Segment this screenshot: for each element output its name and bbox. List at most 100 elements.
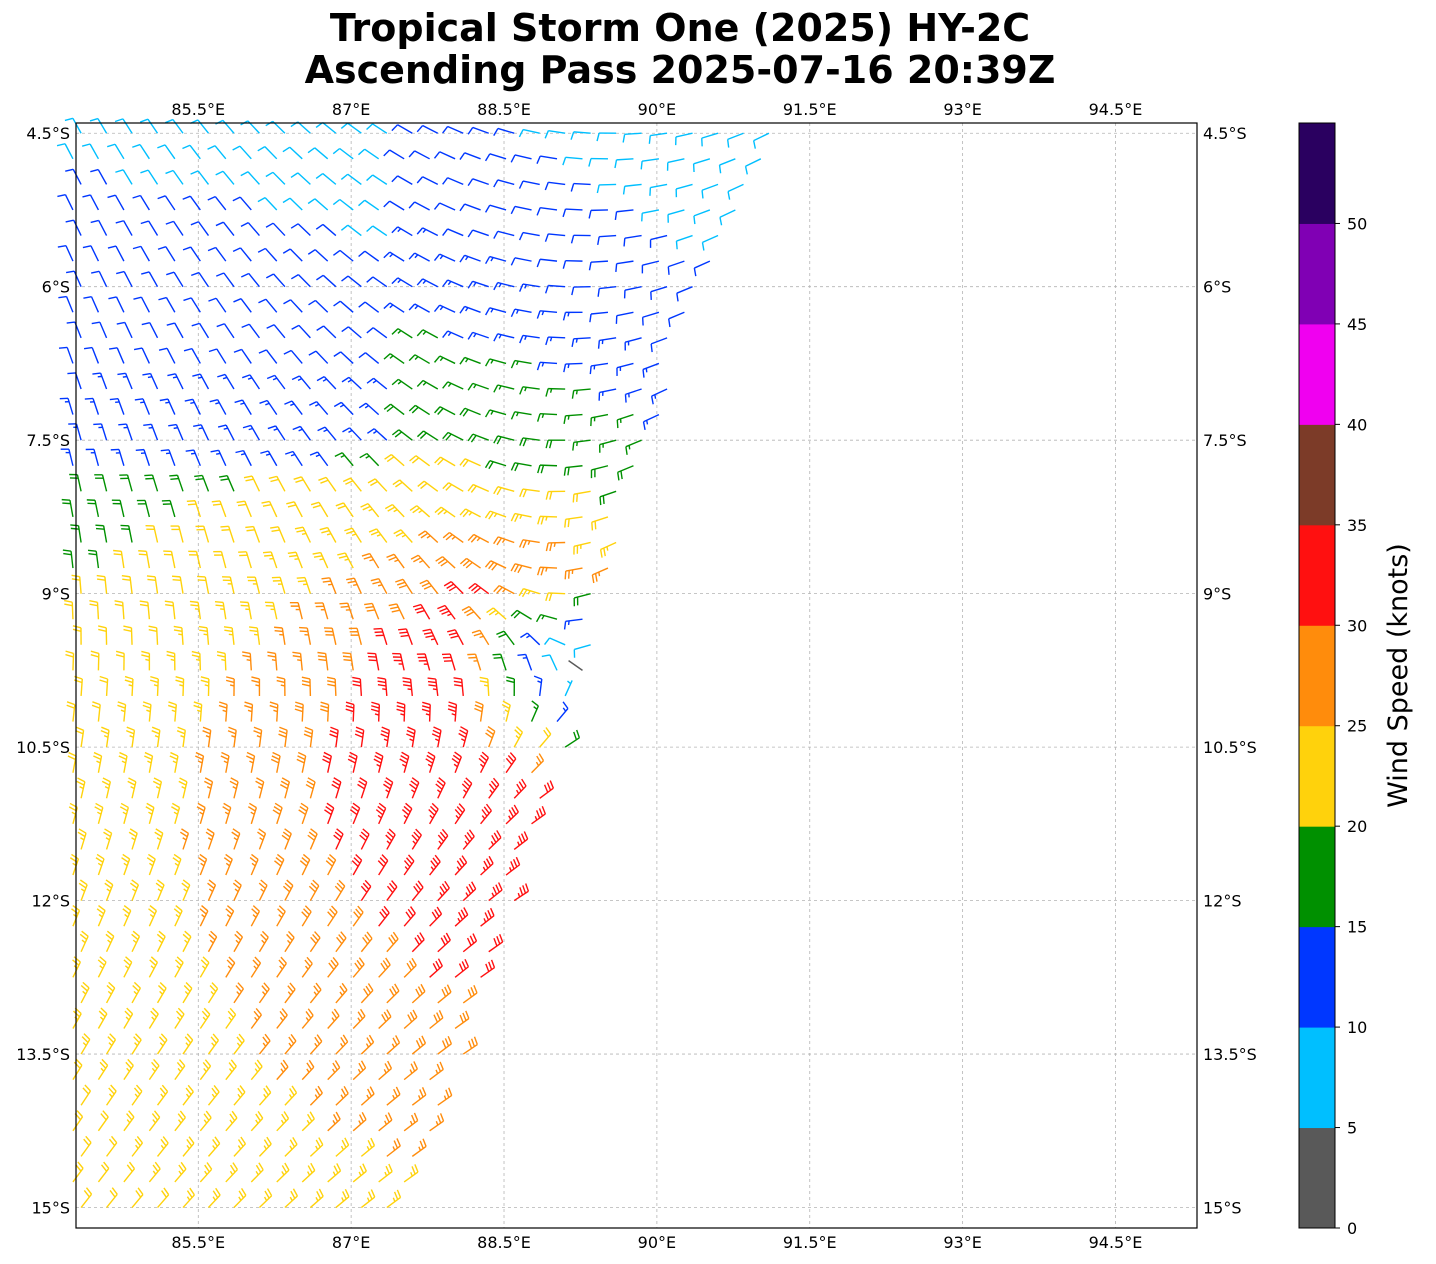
wind-barb xyxy=(59,397,74,415)
wind-barb xyxy=(58,295,74,313)
wind-barb xyxy=(121,853,131,876)
wind-barb xyxy=(572,439,591,451)
wind-barb xyxy=(96,574,108,594)
wind-barb xyxy=(182,195,201,211)
wind-barb xyxy=(156,1084,169,1106)
wind-barb xyxy=(182,144,201,160)
wind-barb xyxy=(383,403,405,416)
wind-barb xyxy=(667,209,685,223)
wind-barb xyxy=(83,346,100,364)
lat-tick-label-left: 10.5°S xyxy=(16,738,70,757)
wind-barb xyxy=(194,474,210,492)
wind-barb xyxy=(384,503,405,518)
wind-barb xyxy=(531,753,545,774)
wind-barb xyxy=(447,629,464,646)
wind-barb xyxy=(123,956,133,978)
wind-barb xyxy=(240,171,260,185)
wind-barb xyxy=(403,906,416,927)
wind-barb xyxy=(152,777,163,799)
wind-barb xyxy=(284,450,303,467)
wind-barb xyxy=(408,252,430,262)
wind-barb xyxy=(167,701,177,722)
wind-barb xyxy=(459,305,481,314)
wind-barb xyxy=(536,310,558,319)
wind-barb xyxy=(217,373,235,390)
wind-barb xyxy=(233,298,252,313)
wind-barb xyxy=(333,401,354,416)
colorbar-bin xyxy=(1299,223,1335,325)
wind-barb xyxy=(332,249,354,262)
colorbar-tick-label: 0 xyxy=(1347,1219,1357,1238)
wind-barb xyxy=(272,802,283,825)
wind-barb xyxy=(411,1087,427,1106)
map-gridlines xyxy=(76,123,1197,1228)
wind-barb xyxy=(373,751,384,773)
wind-barb xyxy=(485,725,496,748)
wind-barb xyxy=(429,906,443,927)
wind-barb xyxy=(323,627,337,645)
wind-barb xyxy=(386,1035,401,1055)
lon-tick-label-top: 88.5°E xyxy=(477,100,531,119)
wind-barb xyxy=(411,1138,427,1157)
wind-barb xyxy=(467,178,489,187)
wind-barb xyxy=(133,347,151,364)
wind-barb xyxy=(599,541,617,558)
wind-barb xyxy=(333,828,344,850)
wind-barb xyxy=(94,474,108,492)
wind-barb xyxy=(467,126,489,135)
wind-barb xyxy=(284,1188,299,1209)
wind-barb xyxy=(359,828,370,850)
wind-barb xyxy=(296,751,307,773)
wind-barb xyxy=(485,307,507,316)
wind-barb xyxy=(327,1060,341,1081)
wind-barb xyxy=(597,234,617,245)
wind-barb xyxy=(257,146,278,160)
wind-barb xyxy=(257,196,278,211)
wind-barb xyxy=(106,1187,118,1208)
wind-barb xyxy=(539,727,552,748)
lon-tick-label-bottom: 85.5°E xyxy=(171,1233,225,1252)
wind-barb xyxy=(89,117,108,134)
wind-barb xyxy=(301,1162,316,1183)
wind-barb xyxy=(301,905,312,927)
wind-barb xyxy=(284,930,295,953)
wind-barb xyxy=(325,853,337,876)
wind-barb xyxy=(378,1060,393,1081)
wind-barb xyxy=(238,551,252,569)
wind-barb xyxy=(571,286,591,296)
wind-barb xyxy=(334,879,346,901)
wind-barb xyxy=(207,930,218,953)
wind-barb xyxy=(598,439,617,453)
wind-barb xyxy=(174,956,184,978)
wind-barb xyxy=(333,351,354,364)
wind-barb xyxy=(314,602,329,620)
lon-tick-label-top: 87°E xyxy=(332,100,370,119)
wind-barb xyxy=(253,726,263,748)
wind-barb xyxy=(157,195,176,211)
wind-barb xyxy=(545,592,566,602)
wind-barb xyxy=(199,1059,212,1081)
wind-barb xyxy=(454,855,468,876)
wind-barb xyxy=(434,406,456,416)
wind-barb xyxy=(434,456,456,467)
wind-barb xyxy=(545,439,566,449)
wind-barb xyxy=(214,600,227,620)
wind-barb xyxy=(282,248,303,262)
wind-barb xyxy=(367,428,388,441)
wind-barb xyxy=(250,905,261,927)
wind-barb xyxy=(519,283,540,292)
wind-barb xyxy=(284,982,296,1004)
wind-barb xyxy=(352,957,365,978)
wind-barb xyxy=(231,828,241,850)
wind-barb xyxy=(358,199,380,211)
wind-barb xyxy=(213,550,227,569)
wind-barb xyxy=(182,1033,194,1055)
wind-barb xyxy=(157,144,176,160)
wind-barb xyxy=(255,777,265,799)
wind-barb xyxy=(143,423,159,441)
wind-barb xyxy=(322,751,332,773)
wind-barb xyxy=(332,147,354,160)
wind-barb xyxy=(352,1060,367,1081)
wind-barb xyxy=(142,701,152,722)
wind-barb xyxy=(563,618,583,630)
